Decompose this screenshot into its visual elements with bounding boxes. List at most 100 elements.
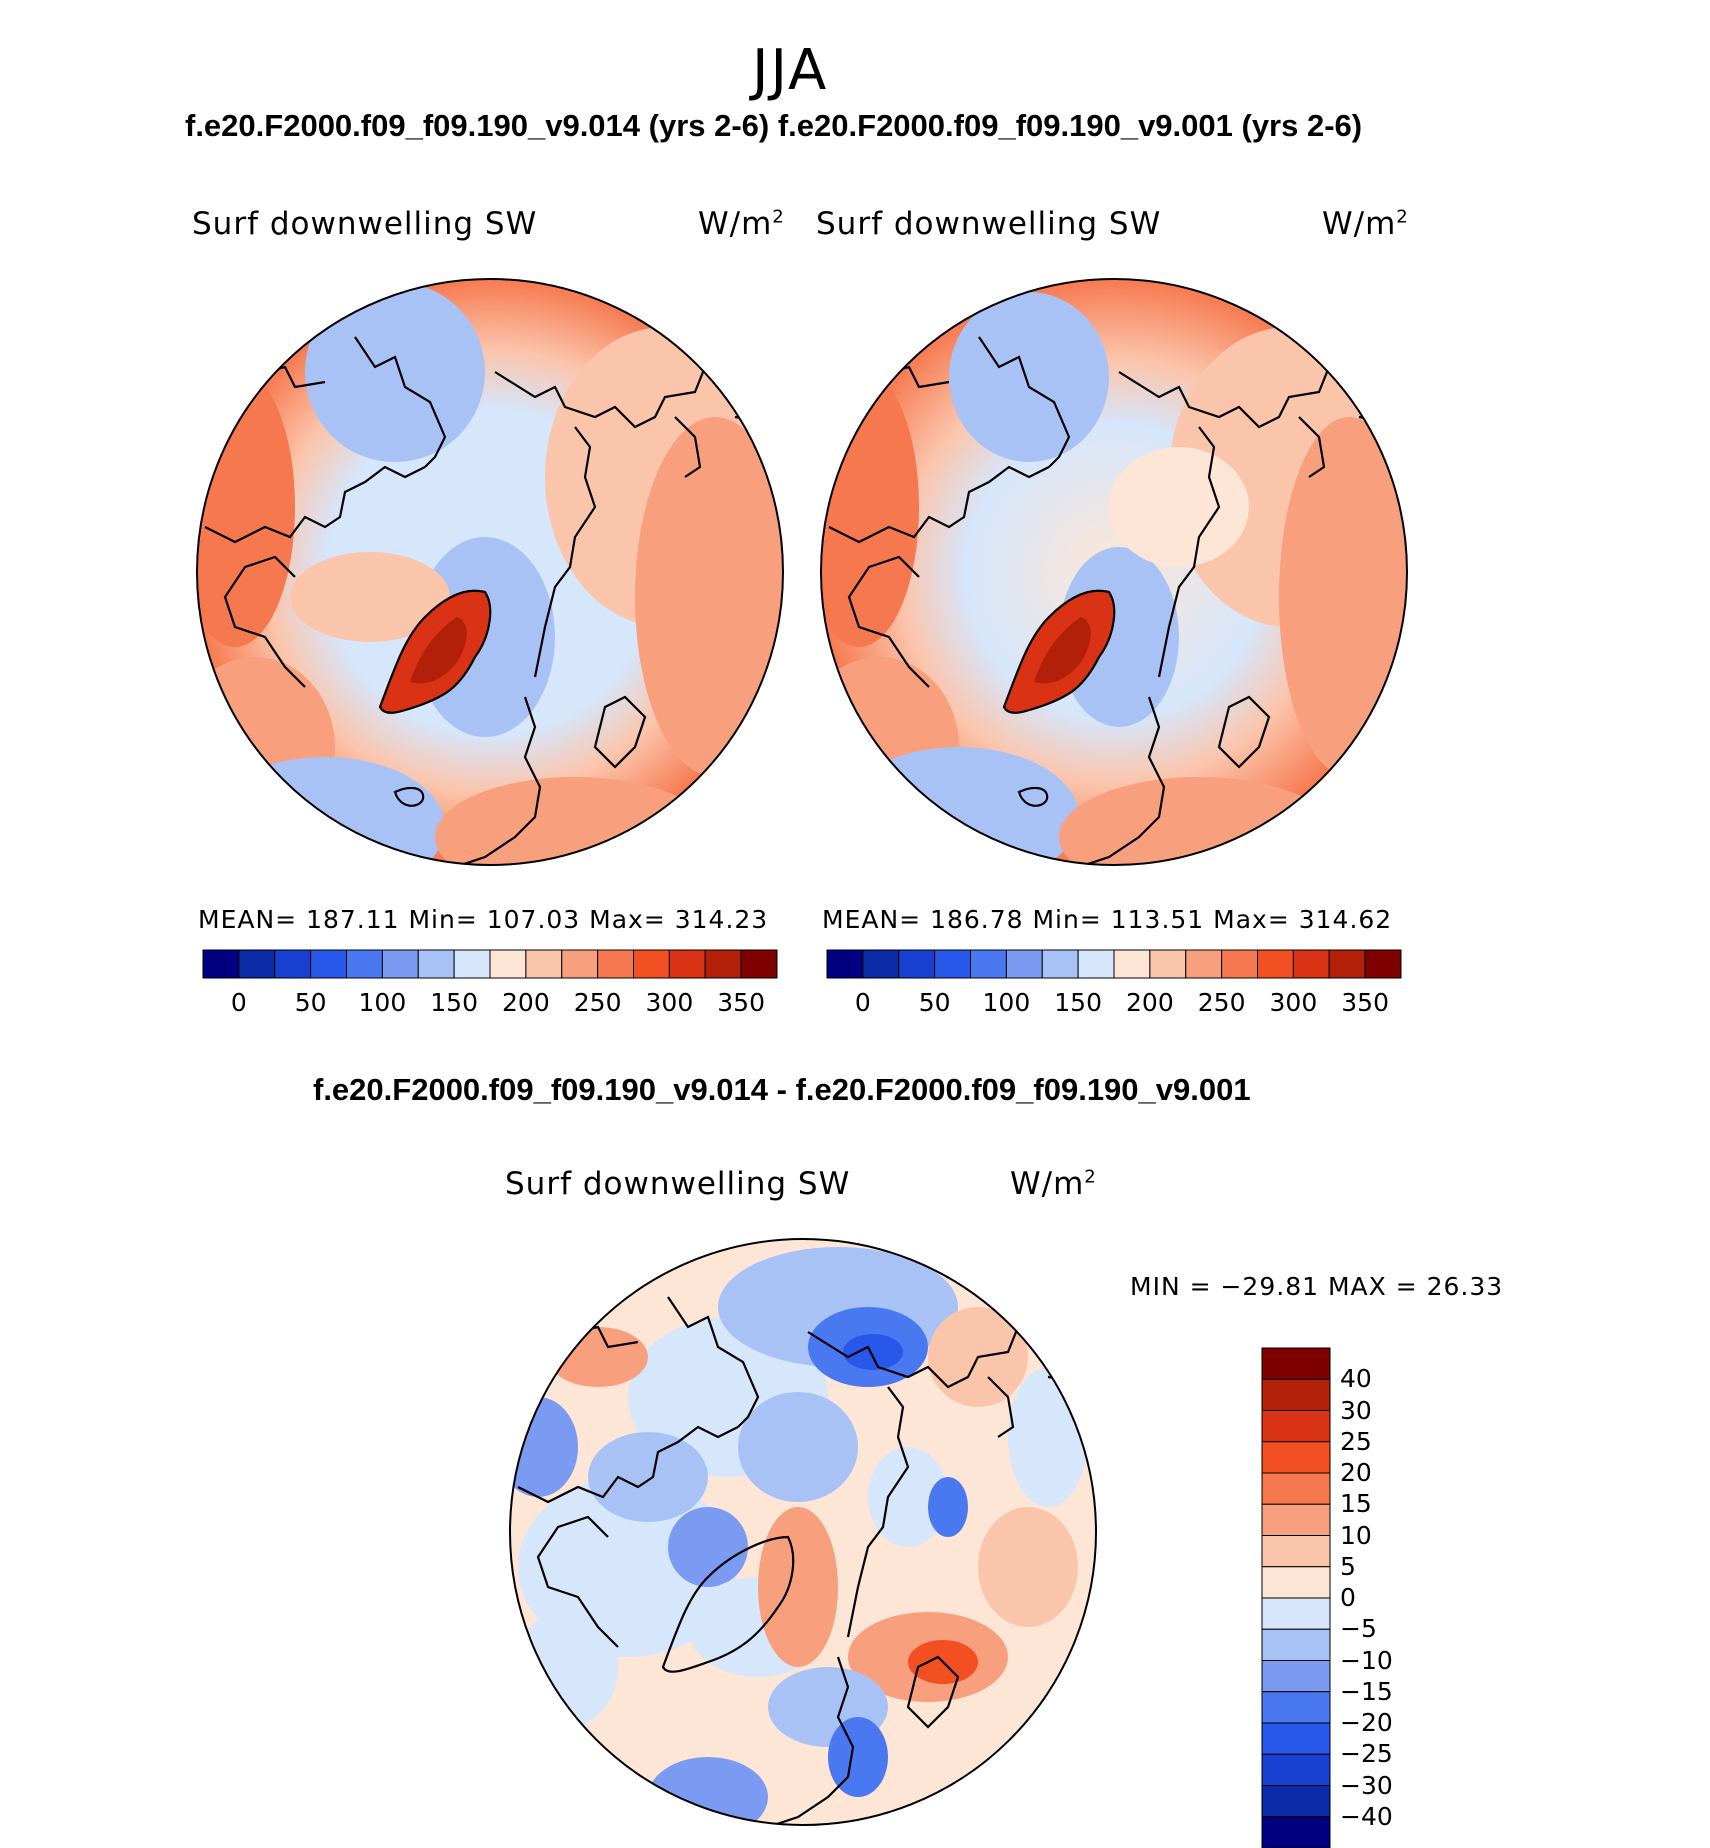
colorbar-swatch: [489, 949, 527, 979]
colorbar-swatch: [1261, 1535, 1331, 1568]
colorbar-swatch: [704, 949, 742, 979]
colorbar-swatch: [1261, 1472, 1331, 1505]
colorbar-swatch: [1364, 949, 1402, 979]
colorbar-swatch: [1292, 949, 1330, 979]
colorbar-panel1-ticks: 0 50 100 150 200 250 300 350: [203, 988, 777, 1018]
colorbar-swatch: [1261, 1753, 1331, 1786]
colorbar-swatch: [1261, 1566, 1331, 1599]
colorbar-swatch: [202, 949, 240, 979]
colorbar-swatch: [1257, 949, 1294, 979]
colorbar-swatch: [633, 949, 670, 979]
colorbar-swatch: [1005, 949, 1043, 979]
colorbar-tick-label: −25: [1340, 1739, 1393, 1769]
colorbar-tick-label: 250: [573, 988, 622, 1017]
colorbar-tick-label: 15: [1340, 1489, 1372, 1519]
colorbar-swatch: [1261, 1785, 1331, 1818]
colorbar-tick-label: 250: [1197, 988, 1246, 1017]
colorbar-swatch: [826, 949, 864, 979]
colorbar-tick-label: −40: [1340, 1801, 1393, 1831]
colorbar-swatch: [1261, 1816, 1331, 1848]
difference-title: f.e20.F2000.f09_f09.190_v9.014 - f.e20.F…: [313, 1072, 1251, 1107]
colorbar-swatch: [1261, 1691, 1331, 1724]
colorbar-swatch: [1328, 949, 1366, 979]
panel2-variable: Surf downwelling SW: [816, 206, 1162, 242]
colorbar-tick-label: 0: [230, 988, 247, 1017]
colorbar-tick-label: 0: [1340, 1583, 1356, 1612]
colorbar-swatch: [238, 949, 276, 979]
colorbar-swatch: [668, 949, 706, 979]
colorbar-tick-label: 350: [1341, 988, 1389, 1017]
colorbar-tick-label: −30: [1340, 1770, 1393, 1800]
panel3-units: W/m2: [1010, 1166, 1097, 1202]
colorbar-tick-label: 300: [645, 988, 694, 1017]
season-title: JJA: [752, 38, 829, 103]
colorbar-tick-label: 150: [430, 988, 478, 1017]
colorbar-swatch: [934, 949, 971, 979]
colorbar-swatch: [1261, 1378, 1331, 1411]
colorbar-swatch: [1261, 1628, 1331, 1661]
colorbar-swatch: [453, 949, 491, 979]
panel2-stats: MEAN= 186.78 Min= 113.51 Max= 314.62: [822, 905, 1393, 934]
colorbar-swatch: [274, 949, 312, 979]
map-panel2: [820, 278, 1408, 866]
colorbar-tick-label: 20: [1340, 1458, 1372, 1487]
colorbar-tick-label: −20: [1340, 1708, 1393, 1737]
difference-stats: MIN = −29.81 MAX = 26.33: [1130, 1272, 1504, 1301]
colorbar-tick-label: −5: [1340, 1614, 1377, 1644]
panel1-units: W/m2: [698, 206, 785, 242]
colorbar-swatch: [970, 949, 1007, 979]
panel1-variable: Surf downwelling SW: [192, 206, 538, 242]
colorbar-tick-label: 25: [1340, 1426, 1372, 1456]
colorbar-swatch: [1077, 949, 1115, 979]
colorbar-tick-label: 5: [1340, 1551, 1356, 1581]
colorbar-tick-label: 100: [358, 988, 407, 1017]
colorbar-tick-label: −10: [1340, 1645, 1393, 1675]
colorbar-swatch: [310, 949, 347, 979]
colorbar-swatch: [381, 949, 419, 979]
colorbar-tick-label: 350: [717, 988, 765, 1017]
colorbar-swatch: [1149, 949, 1187, 979]
colorbar-swatch: [1261, 1347, 1331, 1380]
colorbar-tick-label: 50: [294, 988, 327, 1017]
colorbar-swatch: [1261, 1503, 1331, 1536]
colorbar-tick-label: 10: [1340, 1520, 1372, 1550]
colorbar-tick-label: 200: [1126, 988, 1174, 1017]
colorbar-tick-label: 0: [854, 988, 871, 1017]
colorbar-tick-label: 40: [1340, 1364, 1372, 1394]
colorbar-swatch: [1261, 1441, 1331, 1474]
colorbar-swatch: [417, 949, 455, 979]
colorbar-swatch: [862, 949, 900, 979]
colorbar-swatch: [1185, 949, 1223, 979]
panel1-stats: MEAN= 187.11 Min= 107.03 Max= 314.23: [198, 905, 769, 934]
colorbar-swatch: [1221, 949, 1258, 979]
colorbar-swatch: [740, 949, 778, 979]
colorbar-panel1: [202, 949, 778, 979]
colorbar-tick-label: 50: [918, 988, 951, 1017]
colorbar-tick-label: 30: [1340, 1395, 1372, 1425]
colorbar-difference: [1261, 1347, 1331, 1848]
colorbar-swatch: [1041, 949, 1079, 979]
colorbar-swatch: [1261, 1722, 1331, 1755]
colorbar-swatch: [1113, 949, 1151, 979]
colorbar-swatch: [561, 949, 599, 979]
colorbar-tick-label: 300: [1269, 988, 1318, 1017]
panel2-units: W/m2: [1322, 206, 1409, 242]
colorbar-tick-label: 200: [502, 988, 550, 1017]
colorbar-tick-label: −15: [1340, 1676, 1393, 1706]
colorbar-swatch: [525, 949, 563, 979]
colorbar-panel2-ticks: 0 50 100 150 200 250 300 350: [827, 988, 1401, 1018]
colorbar-swatch: [597, 949, 634, 979]
colorbar-tick-label: 100: [982, 988, 1031, 1017]
colorbar-difference-ticks: 40 30 25 20 15 10 5 0 −5 −10 −15 −20 −25 −30 −40: [1340, 1348, 1420, 1848]
colorbar-swatch: [1261, 1660, 1331, 1693]
map-panel1: [196, 278, 784, 866]
colorbar-swatch: [1261, 1597, 1331, 1630]
colorbar-panel2: [826, 949, 1402, 979]
panel3-variable: Surf downwelling SW: [505, 1166, 851, 1202]
cases-header: f.e20.F2000.f09_f09.190_v9.014 (yrs 2-6)…: [185, 108, 1363, 143]
map-difference: [509, 1238, 1097, 1826]
colorbar-swatch: [346, 949, 383, 979]
colorbar-swatch: [1261, 1410, 1331, 1443]
colorbar-swatch: [898, 949, 936, 979]
colorbar-tick-label: 150: [1054, 988, 1102, 1017]
